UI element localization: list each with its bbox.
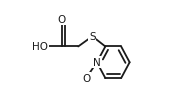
Text: HO: HO	[32, 42, 48, 52]
Text: N: N	[93, 58, 101, 68]
Text: S: S	[89, 32, 96, 42]
Text: O: O	[82, 73, 90, 83]
Text: O: O	[58, 15, 66, 25]
